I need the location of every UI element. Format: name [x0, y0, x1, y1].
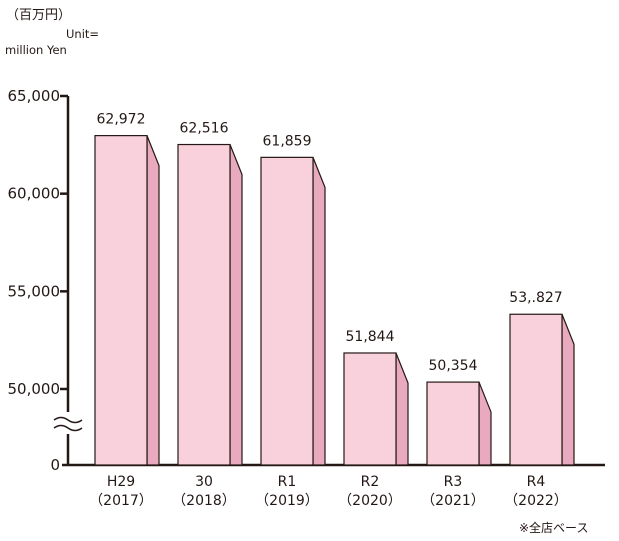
unit-label-en-line2: million Yen: [5, 43, 67, 57]
bar-side: [229, 144, 243, 466]
x-tick-label: H29: [107, 474, 135, 490]
bar-side: [312, 157, 326, 466]
y-tick-label: 0: [50, 456, 60, 474]
x-tick-label: R1: [278, 474, 297, 490]
bar: [94, 135, 148, 466]
data-label: 50,354: [429, 358, 478, 374]
x-tick-label-year: （2018）: [172, 493, 236, 509]
axis-break-wave-upper: [53, 416, 83, 424]
y-tick-label: 60,000: [8, 185, 61, 203]
bar-side: [478, 381, 492, 466]
unit-label-en-line1: Unit=: [66, 27, 100, 41]
unit-label-jp: （百万円）: [6, 8, 72, 23]
bar-side: [146, 135, 160, 466]
data-label: 53,.827: [509, 290, 562, 306]
x-tick-label-year: （2022）: [504, 493, 568, 509]
y-tick-label: 50,000: [8, 380, 61, 398]
x-tick-label-year: （2020）: [338, 493, 402, 509]
x-tick-label-year: （2019）: [255, 493, 319, 509]
bar: [260, 156, 314, 466]
x-tick-label: 30: [195, 474, 213, 490]
data-label: 61,859: [263, 133, 312, 149]
footnote: ※全店ベース: [519, 521, 589, 535]
bar-side: [395, 352, 409, 466]
x-tick-label-year: （2021）: [421, 493, 485, 509]
bar: [343, 352, 397, 466]
data-label: 62,516: [180, 121, 229, 137]
x-tick-label: R4: [527, 474, 546, 490]
x-tick-label: R3: [444, 474, 463, 490]
bar: [509, 313, 563, 466]
x-tick-label: R2: [361, 474, 380, 490]
y-tick-label: 55,000: [8, 282, 61, 300]
bar: [426, 381, 480, 466]
y-tick-label: 65,000: [8, 87, 61, 105]
x-tick-label-year: （2017）: [89, 493, 153, 509]
bar: [177, 143, 231, 466]
axis-break-wave-lower: [53, 424, 83, 432]
data-label: 51,844: [346, 329, 395, 345]
bar-side: [561, 314, 575, 466]
data-label: 62,972: [97, 112, 146, 128]
